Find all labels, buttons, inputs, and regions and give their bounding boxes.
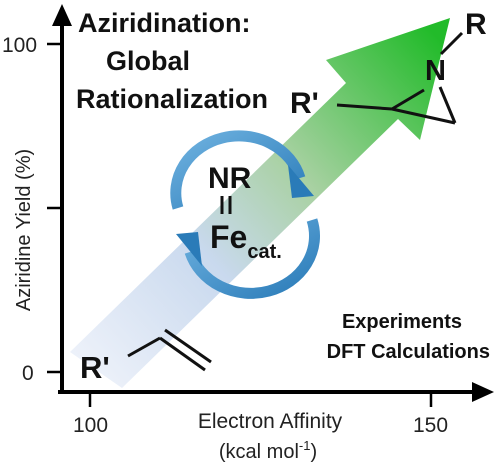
catalyst-fe: Fecat.: [210, 219, 282, 263]
product-n-label: N: [425, 55, 446, 87]
title-line-2: Global: [106, 46, 190, 76]
y-axis-arrowhead: [52, 4, 72, 26]
title-line-1: Aziridination:: [78, 8, 250, 38]
aziridine-structure: R N R': [290, 8, 487, 125]
y-tick-label-0: 0: [22, 362, 34, 385]
x-tick-label-150: 150: [413, 414, 448, 437]
catalyst-nr: NR: [208, 162, 252, 195]
x-axis-label: Electron Affinity: [198, 410, 343, 433]
catalyst-double-bond: [220, 196, 232, 214]
x-axis-arrowhead: [472, 382, 494, 402]
cycle-arrowhead-lower: [176, 232, 202, 266]
progress-arrow: [70, 18, 450, 388]
alkene-structure: R': [80, 328, 212, 385]
y-axis-label: Aziridine Yield (%): [13, 149, 35, 311]
catalytic-cycle: [170, 130, 321, 299]
x-axis-unit: (kcal mol-1): [219, 438, 317, 463]
x-tick-label-100: 100: [73, 414, 108, 437]
axes: [58, 20, 478, 394]
cycle-arrow-lower: [184, 218, 321, 299]
product-rprime-label: R': [290, 87, 319, 120]
y-tick-label-100: 100: [2, 34, 37, 57]
title-line-3: Rationalization: [76, 84, 268, 114]
product-r-label: R: [465, 8, 487, 41]
cycle-arrowhead-upper: [288, 165, 314, 198]
substrate-label: R': [80, 350, 110, 385]
cycle-arrow-upper: [170, 130, 306, 210]
method-experiments: Experiments: [342, 311, 462, 333]
method-dft: DFT Calculations: [327, 341, 490, 363]
